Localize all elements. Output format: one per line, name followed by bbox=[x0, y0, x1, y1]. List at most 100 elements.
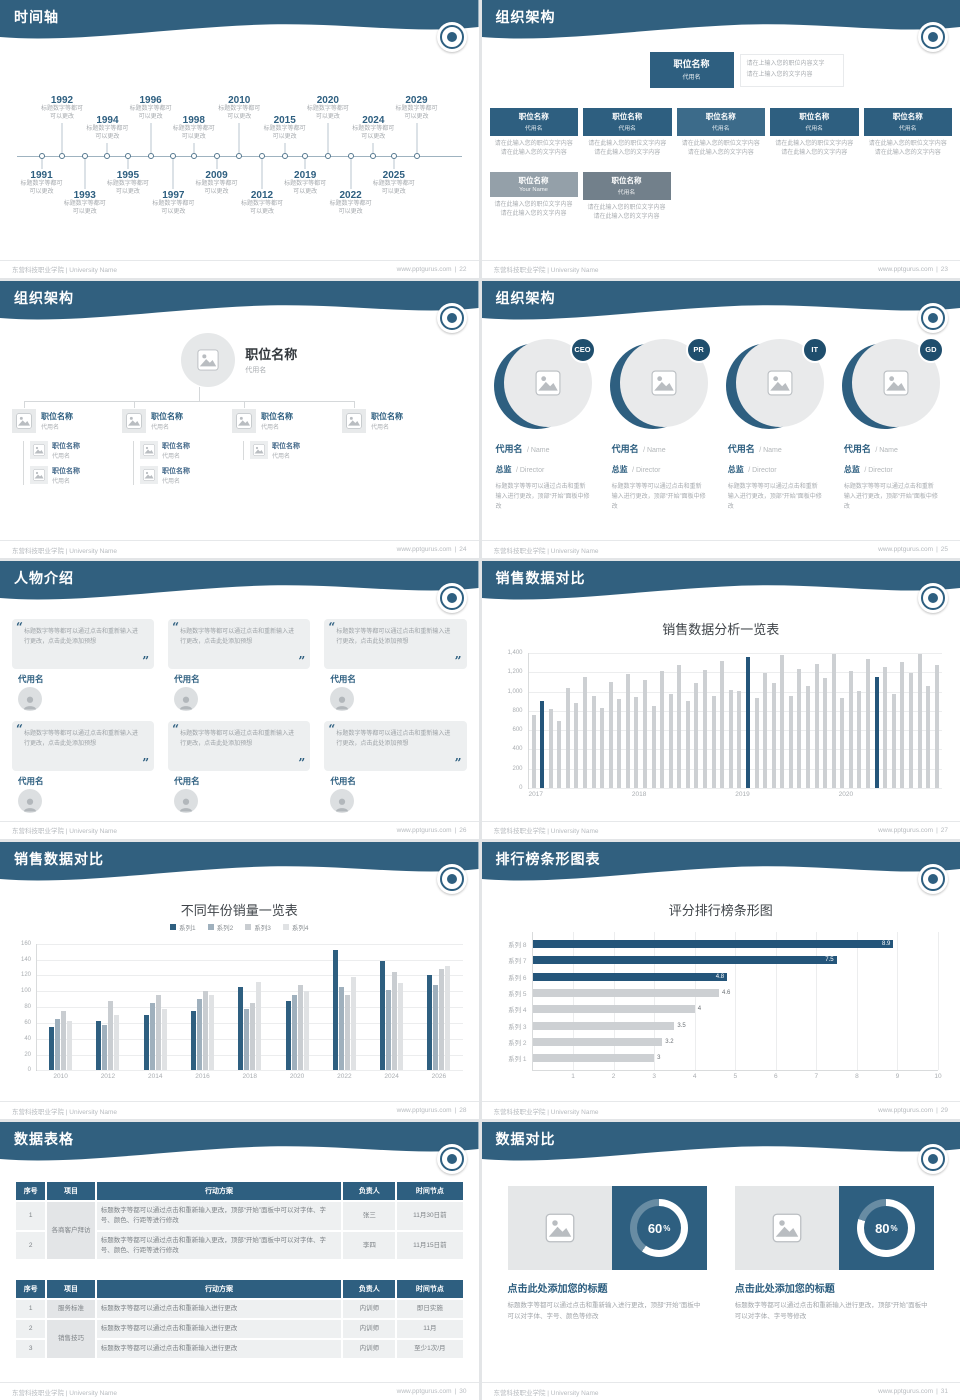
bar bbox=[161, 1008, 167, 1071]
timeline-connector bbox=[304, 158, 306, 169]
slide-29-chart-ranking[interactable]: 排行榜条形图表 评分排行榜条形图 1 2 3 4 5 6 7 8 9 10 系列 8 8.9 系列 7 7.… bbox=[481, 841, 960, 1120]
y-tick-label: 40 bbox=[24, 1035, 31, 1042]
chart-title: 不同年份销量一览表 bbox=[180, 902, 298, 918]
avatar bbox=[330, 687, 355, 712]
slide-28-chart-grouped[interactable]: 销售数据对比 不同年份销量一览表 系列1 系列2 系列3 系列4 160 140 120 100… bbox=[0, 841, 479, 1120]
timeline-connector bbox=[150, 122, 152, 153]
timeline-entry: 1995 标题数字等都可 可以更改 bbox=[100, 170, 156, 197]
timeline-year: 2015 bbox=[273, 115, 296, 127]
position-sub: 代用名 bbox=[805, 126, 823, 132]
timeline-entry: 2020 标题数字等都可 可以更改 bbox=[300, 95, 356, 122]
slide-26-people[interactable]: 人物介绍 “标题数字等等都可以通过点击和重新输入进行更改，点击此处添加预想” 代用… bbox=[0, 561, 479, 839]
timeline-entry: 2015 标题数字等都可 可以更改 bbox=[257, 115, 313, 142]
avatar bbox=[174, 788, 199, 813]
slide-31-compare[interactable]: 数据对比 60% 点击此处添加您的标题 标题数字等都可以通过点击和重新输入进行更改，… bbox=[481, 1122, 960, 1400]
slide-27-chart-monthly[interactable]: 销售数据对比 销售数据分析一览表 1,400 1,200 1,000 800 600 400… bbox=[481, 561, 960, 839]
timeline-entry: 1993 标题数字等都可 可以更改 bbox=[57, 190, 113, 217]
gridline: 140 bbox=[21, 957, 463, 963]
value-label: 4.8 bbox=[715, 973, 725, 980]
timeline-caption: 标题数字等都可 可以更改 bbox=[129, 106, 172, 120]
footer-site-page: www.pptgurus.com | 22 bbox=[396, 265, 467, 273]
org-child-node: 职位名称 代用名 bbox=[140, 466, 226, 485]
image-placeholder-icon bbox=[143, 469, 155, 481]
timeline-caption: 标题数字等都可 可以更改 bbox=[106, 180, 149, 195]
person-card: “标题数字等等都可以通过点击和重新输入进行更改，点击此处添加预想” 代用名 bbox=[12, 619, 155, 717]
header-band bbox=[481, 561, 960, 600]
gridline bbox=[573, 931, 575, 1071]
table-header-cell: 序号 bbox=[13, 1180, 48, 1203]
bar bbox=[386, 989, 392, 1071]
bar: 4.8 bbox=[532, 972, 728, 981]
member-note: 标题数字等等可以通过点击和重新输入进行更改，顶部“开始”面板中修改 bbox=[843, 483, 938, 510]
position-name: 职位名称 bbox=[673, 59, 710, 69]
org-child-node: 职位名称 代用名 bbox=[30, 466, 116, 485]
node-photo bbox=[342, 408, 366, 433]
timeline-dot bbox=[302, 152, 309, 159]
timeline-caption: 标题数字等都可 可以更改 bbox=[152, 200, 195, 215]
timeline-year: 1993 bbox=[73, 189, 96, 201]
slide-25-org-circles[interactable]: 组织架构 CEO 代用名 / Name 总监 / Director 标题数字等等可以通… bbox=[481, 280, 960, 559]
category-label: 系列 5 bbox=[508, 990, 527, 998]
x-tick-label: 4 bbox=[692, 1073, 697, 1081]
category-label: 系列 1 bbox=[508, 1056, 527, 1064]
page-number: 30 bbox=[459, 1388, 467, 1395]
y-tick-label: 160 bbox=[20, 940, 31, 947]
quote-card: “标题数字等等都可以通过点击和重新输入进行更改，点击此处添加预想” bbox=[324, 619, 467, 670]
bar bbox=[291, 995, 297, 1071]
bar bbox=[651, 706, 656, 788]
table-header-cell: 项目 bbox=[45, 1180, 97, 1203]
bar bbox=[608, 682, 613, 788]
timeline-year: 2024 bbox=[362, 115, 385, 127]
slide-title: 组织架构 bbox=[495, 9, 556, 25]
bar-group bbox=[273, 944, 320, 1071]
avatar bbox=[174, 687, 199, 712]
page-number: 26 bbox=[459, 826, 467, 834]
org-note: 请在此输入您的职位文字内容请在此输入您的文字内容 bbox=[494, 202, 573, 218]
panel-media: 60% bbox=[507, 1186, 707, 1271]
bar bbox=[831, 653, 836, 788]
position-name: 职位名称 bbox=[162, 467, 190, 475]
x-tick-label: 7 bbox=[814, 1073, 819, 1081]
org-children: 职位名称 代用名 职位名称 代用名 bbox=[23, 440, 116, 485]
bar bbox=[55, 1018, 61, 1071]
position-name: 职位名称 bbox=[371, 411, 403, 421]
footer-site-page: www.pptgurus.com | 24 bbox=[396, 546, 467, 554]
header-band bbox=[0, 841, 479, 881]
gridline: 1,400 bbox=[507, 650, 942, 656]
header-band bbox=[0, 280, 479, 320]
slide-23-org-levels[interactable]: 组织架构 职位名称 代用名 请在上输入您的职位内容文字 请在上输入您的文字内容 职位名称… bbox=[481, 0, 960, 278]
connector-line bbox=[244, 400, 245, 408]
slide-22-timeline[interactable]: 时间轴 1992 标题数字等都可 可以更改 1994 标题数字等都可 可以更改 1996 标题… bbox=[0, 0, 479, 278]
slide-30-tables[interactable]: 数据表格 序号 项目 行动方案 负责人 时间节点 1 各商客户拜访 标题数字等都可以通过点击和… bbox=[0, 1122, 479, 1400]
timeline-dot bbox=[147, 152, 154, 159]
member-name: 代用名 / Name bbox=[495, 443, 550, 454]
slide-footer: 东营科技职业学院 | University Name www.pptgurus.… bbox=[0, 1382, 479, 1400]
gridline bbox=[938, 931, 939, 1071]
header-band bbox=[481, 280, 960, 320]
page-number: 29 bbox=[940, 1107, 948, 1115]
timeline-caption: 标题数字等都可 可以更改 bbox=[284, 180, 327, 195]
footer-school: 东营科技职业学院 | University Name bbox=[12, 1389, 117, 1397]
org-node: 职位名称 代用名 bbox=[122, 408, 226, 433]
quote-card: “标题数字等等都可以通过点击和重新输入进行更改，点击此处添加预想” bbox=[12, 619, 155, 670]
bar-group bbox=[226, 944, 273, 1071]
org-branch: 职位名称 代用名 职位名称 代用名 bbox=[232, 408, 336, 466]
org-note: 请在此输入您的职位文字内容请在此输入您的文字内容 bbox=[775, 141, 854, 157]
org-note: 请在此输入您的职位文字内容请在此输入您的文字内容 bbox=[494, 141, 573, 157]
quote-open-icon: “ bbox=[16, 721, 23, 736]
footer-site-page: www.pptgurus.com | 31 bbox=[878, 1388, 948, 1395]
x-tick-label: 6 bbox=[773, 1073, 778, 1081]
timeline-entry: 2022 标题数字等都可 可以更改 bbox=[323, 190, 379, 217]
role-badge: CEO bbox=[569, 336, 596, 363]
timeline-connector bbox=[393, 158, 395, 169]
position-sub: 代用名 bbox=[682, 75, 701, 81]
bar bbox=[591, 695, 596, 788]
chart-legend: 系列1 系列2 系列3 系列4 bbox=[0, 922, 479, 932]
slide-24-org-tree[interactable]: 组织架构 职位名称 代用名 职位名称 代用名 职位名称 代用名 职位名称 代用名 职位名称 代用名… bbox=[0, 280, 479, 559]
bar bbox=[190, 1011, 196, 1071]
position-name: 职位名称 bbox=[705, 112, 736, 121]
position-name: 职位名称 bbox=[41, 411, 73, 421]
bar bbox=[532, 1005, 695, 1014]
position-sub: Your Name bbox=[519, 187, 548, 193]
timeline-connector bbox=[216, 158, 218, 169]
